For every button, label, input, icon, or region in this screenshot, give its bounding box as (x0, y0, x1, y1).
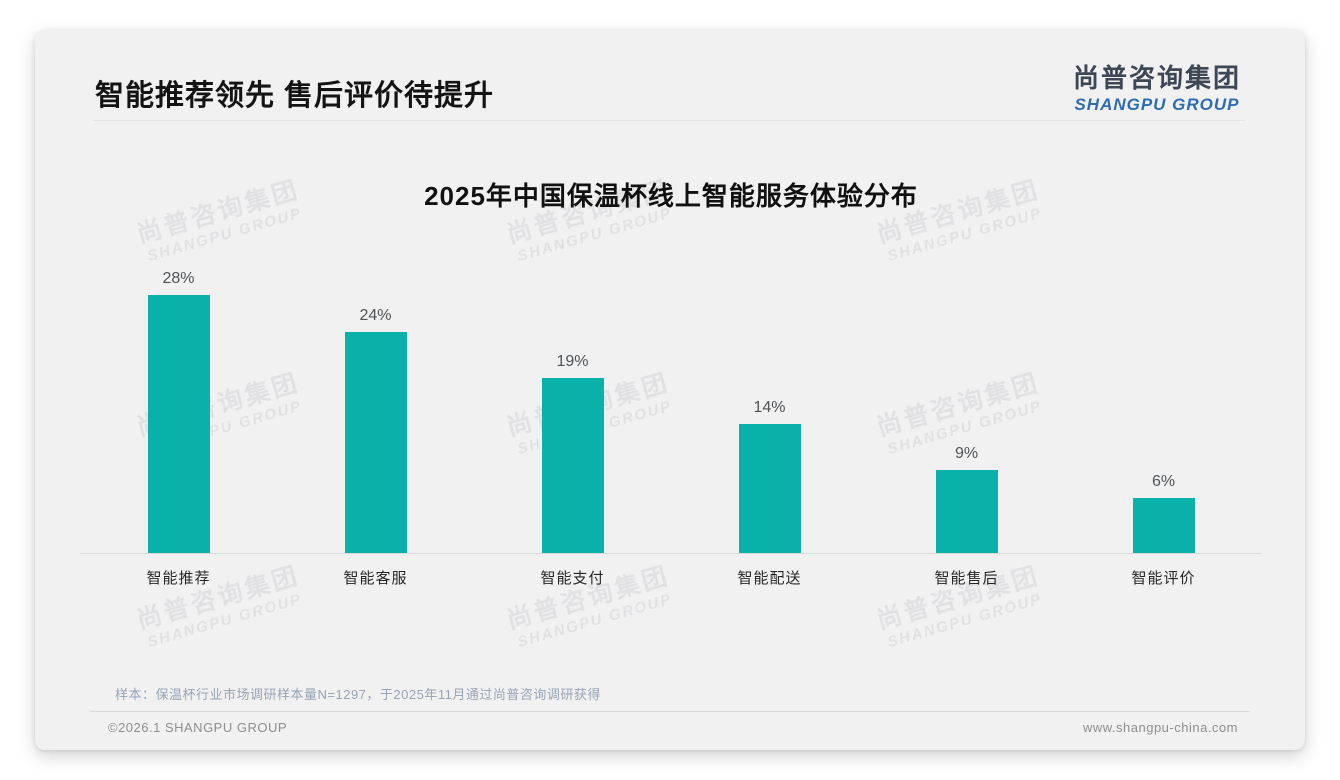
category-label: 智能支付 (540, 570, 605, 587)
bar-group: 24% (277, 270, 474, 553)
category-label: 智能评价 (1131, 570, 1196, 587)
bar-group: 28% (80, 270, 277, 553)
category-label: 智能推荐 (146, 570, 211, 587)
logo-english-name: SHANGPU GROUP (1074, 95, 1240, 114)
copyright-text: ©2026.1 SHANGPU GROUP (108, 720, 288, 735)
bar-value-label: 28% (162, 270, 195, 287)
website-link[interactable]: www.shangpu-china.com (1082, 720, 1238, 735)
bar-group: 19% (474, 270, 671, 553)
company-logo: 尚普咨询集团 SHANGPU GROUP (1073, 58, 1241, 115)
header-divider (93, 120, 1245, 121)
sample-note: 样本：保温杯行业市场调研样本量N=1297，于2025年11月通过尚普咨询调研获… (115, 687, 601, 702)
bar-value-label: 6% (1151, 473, 1176, 490)
plot-area: 28% 24% 19% 14% 9% 6% (80, 270, 1262, 553)
logo-chinese-name: 尚普咨询集团 (1072, 63, 1241, 93)
page-title: 智能推荐领先 售后评价待提升 (95, 80, 495, 112)
bar (935, 470, 998, 553)
category-label: 智能配送 (737, 570, 802, 587)
watermark-en: SHANGPU GROUP (515, 204, 675, 266)
watermark-en: SHANGPU GROUP (885, 204, 1045, 266)
bar (738, 424, 801, 553)
bar-value-label: 19% (556, 353, 589, 370)
bar (1132, 498, 1195, 553)
bar-group: 9% (868, 270, 1065, 553)
bar (344, 332, 407, 553)
bar-value-label: 9% (954, 445, 979, 462)
chart-title: 2025年中国保温杯线上智能服务体验分布 (424, 181, 918, 211)
watermark-en: SHANGPU GROUP (145, 204, 305, 266)
category-axis: 智能推荐 智能客服 智能支付 智能配送 智能售后 智能评价 (80, 567, 1262, 588)
category-label: 智能售后 (934, 570, 999, 587)
slide-card: 尚普咨询集团 SHANGPU GROUP 尚普咨询集团 SHANGPU GROUP … (35, 30, 1305, 750)
x-axis-line (80, 553, 1262, 554)
bar-group: 6% (1065, 270, 1262, 553)
bar-value-label: 14% (753, 399, 786, 416)
bar (147, 295, 210, 553)
watermark-en: SHANGPU GROUP (885, 590, 1045, 651)
bar (541, 378, 604, 553)
watermark-en: SHANGPU GROUP (515, 590, 675, 651)
bar-value-label: 24% (359, 307, 392, 324)
category-label: 智能客服 (343, 570, 408, 587)
watermark-en: SHANGPU GROUP (145, 590, 305, 651)
bar-group: 14% (671, 270, 868, 553)
footer-divider (90, 711, 1250, 712)
